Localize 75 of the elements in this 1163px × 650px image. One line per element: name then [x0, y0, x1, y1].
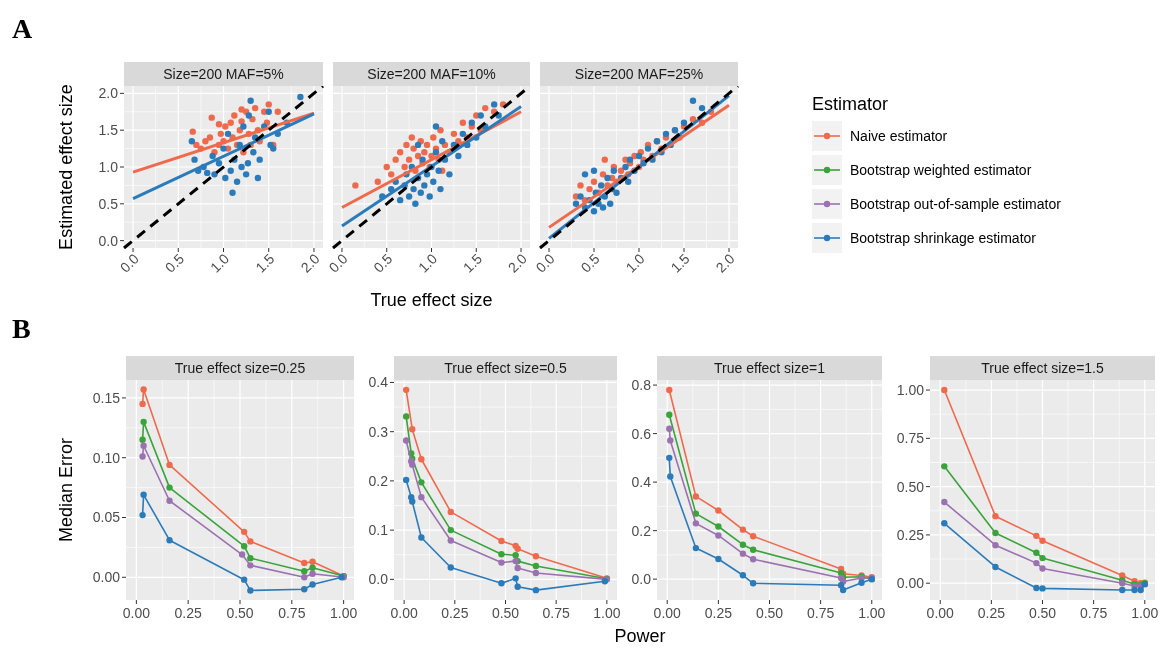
y-tick-label: 0.5 — [98, 195, 119, 212]
y-axis-title: Estimated effect size — [56, 84, 76, 250]
x-tick-label: 1.0 — [207, 250, 233, 276]
x-tick-label: 0.0 — [325, 250, 351, 276]
y-tick-label: 0.00 — [92, 569, 121, 586]
x-tick-label: 0.00 — [653, 605, 682, 621]
y-axis-title: Median Error — [56, 437, 76, 543]
x-tick-label: 0.25 — [174, 605, 203, 621]
x-axis-title: True effect size — [370, 290, 493, 310]
x-tick-label: 0.50 — [491, 605, 520, 621]
x-tick-label: 1.00 — [1131, 605, 1159, 621]
x-axis-title: Power — [614, 626, 666, 646]
y-tick-label: 0.2 — [631, 522, 652, 539]
x-tick-label: 0.5 — [577, 250, 603, 276]
x-tick-label: 1.00 — [593, 605, 621, 621]
y-tick-label: 0.10 — [92, 449, 121, 466]
y-tick-label: 0.15 — [92, 389, 121, 406]
y-tick-label: 0.25 — [896, 526, 925, 543]
x-tick-label: 0.75 — [1080, 605, 1108, 621]
x-tick-label: 0.25 — [977, 605, 1006, 621]
y-tick-label: 0.3 — [368, 423, 389, 440]
x-tick-label: 0.75 — [278, 605, 306, 621]
chart-title: True effect size=1.5 — [981, 360, 1104, 376]
y-tick-label: 0.2 — [368, 472, 389, 489]
x-tick-label: 0.50 — [755, 605, 784, 621]
y-tick-label: 1.5 — [98, 122, 119, 139]
legend-label: Bootstrap shrinkage estimator — [850, 229, 1037, 246]
x-tick-label: 1.5 — [459, 250, 486, 276]
y-tick-label: 0.75 — [896, 430, 925, 447]
y-tick-label: 0.4 — [631, 474, 652, 491]
chart-title: True effect size=0.5 — [444, 360, 567, 376]
x-tick-label: 0.00 — [122, 605, 151, 621]
x-tick-label: 1.00 — [330, 605, 358, 621]
x-tick-label: 0.00 — [390, 605, 418, 621]
y-tick-label: 0.1 — [368, 522, 389, 539]
legend-label: Bootstrap weighted estimator — [850, 161, 1032, 178]
text: A — [12, 13, 33, 44]
y-tick-label: 0.05 — [92, 509, 121, 526]
x-tick-label: 0.0 — [532, 250, 558, 276]
y-tick-label: 0.50 — [896, 478, 925, 495]
y-tick-label: 0.00 — [896, 575, 925, 592]
chart-title: Size=200 MAF=25% — [574, 66, 704, 82]
y-tick-label: 1.00 — [896, 381, 925, 398]
x-tick-label: 0.50 — [1028, 605, 1057, 621]
chart-title: True effect size=1 — [714, 360, 826, 376]
chart-title: Size=200 MAF=5% — [163, 66, 284, 82]
x-tick-label: 2.0 — [712, 250, 738, 276]
y-tick-label: 0.4 — [368, 374, 389, 391]
x-tick-label: 1.00 — [858, 605, 886, 621]
x-tick-label: 0.75 — [807, 605, 835, 621]
legend-label: Naive estimator — [850, 127, 948, 144]
x-tick-label: 0.25 — [441, 605, 469, 621]
x-tick-label: 1.0 — [415, 250, 441, 276]
x-tick-label: 1.5 — [667, 250, 693, 276]
y-tick-label: 0.8 — [631, 376, 652, 393]
y-tick-label: 0.0 — [368, 571, 389, 588]
x-tick-label: 2.0 — [504, 250, 530, 276]
x-tick-label: 0.50 — [226, 605, 254, 621]
x-tick-label: 0.0 — [116, 250, 142, 276]
x-tick-label: 0.5 — [161, 250, 188, 276]
x-tick-label: 0.00 — [926, 605, 955, 621]
y-tick-label: 0.0 — [98, 232, 119, 249]
x-tick-label: 0.25 — [704, 605, 733, 621]
x-tick-label: 0.75 — [542, 605, 571, 621]
y-tick-label: 0.6 — [631, 425, 652, 442]
legend-label: Bootstrap out-of-sample estimator — [850, 195, 1062, 212]
chart-title: True effect size=0.25 — [174, 360, 306, 376]
y-tick-label: 1.0 — [98, 158, 119, 175]
x-tick-label: 1.5 — [252, 250, 278, 276]
x-tick-label: 2.0 — [297, 250, 323, 276]
text: B — [12, 313, 31, 344]
chart-title: Size=200 MAF=10% — [367, 66, 496, 82]
y-tick-label: 2.0 — [98, 85, 119, 102]
y-tick-label: 0.0 — [631, 571, 652, 588]
legend-title: Estimator — [812, 94, 889, 114]
